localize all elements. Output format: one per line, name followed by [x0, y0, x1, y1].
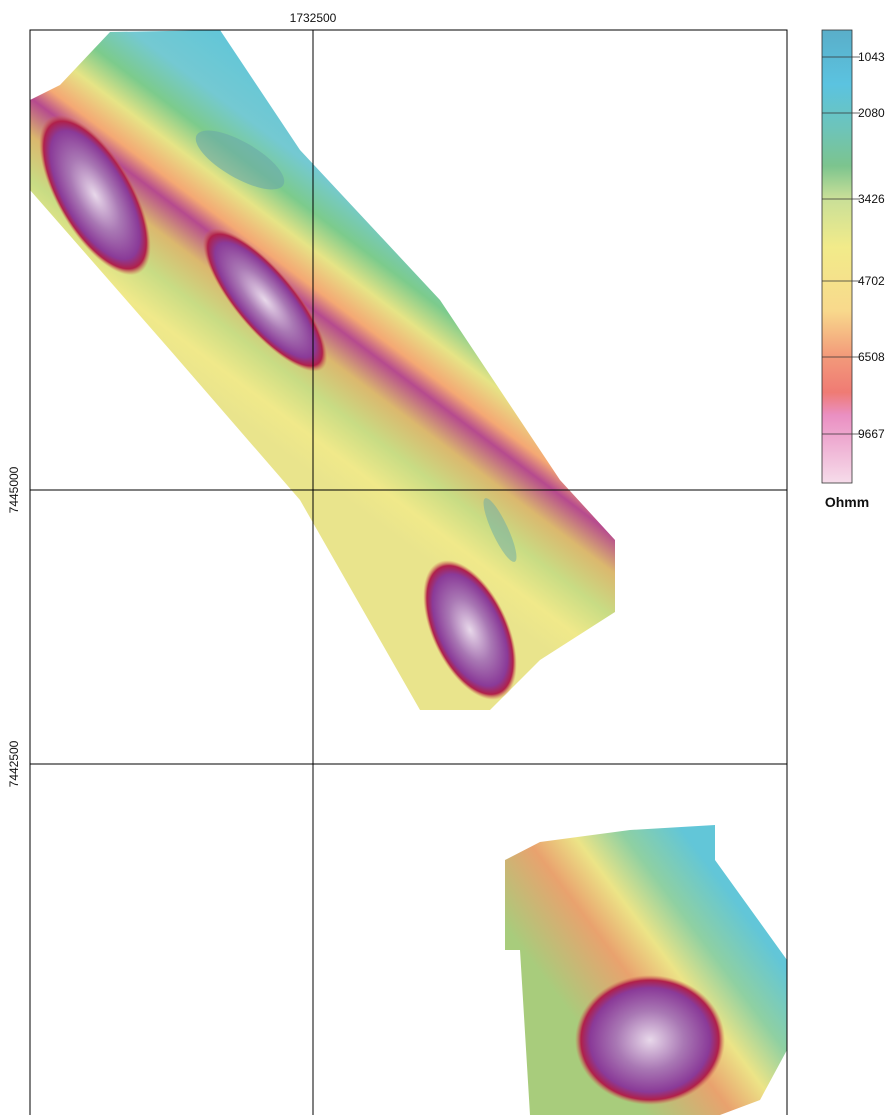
color-scale: 1043 2080 3426 4702 6508 9667 Ohmm	[822, 30, 885, 510]
x-coordinate-label: 1732500	[290, 11, 337, 25]
legend-tick-label: 3426	[858, 192, 885, 206]
map-figure: 1732500 7445000 7442500 1043 2080 3426 4702…	[0, 0, 893, 1115]
legend-tick-label: 4702	[858, 274, 885, 288]
y-coordinate-label: 7445000	[7, 466, 21, 513]
legend-tick-label: 9667	[858, 427, 885, 441]
legend-tick-label: 1043	[858, 50, 885, 64]
legend-unit: Ohmm	[825, 494, 869, 510]
survey-patch	[505, 825, 787, 1115]
legend-tick-label: 2080	[858, 106, 885, 120]
y-coordinate-label: 7442500	[7, 740, 21, 787]
legend-tick-label: 6508	[858, 350, 885, 364]
color-bar	[822, 30, 852, 483]
survey-patch	[17, 30, 615, 714]
